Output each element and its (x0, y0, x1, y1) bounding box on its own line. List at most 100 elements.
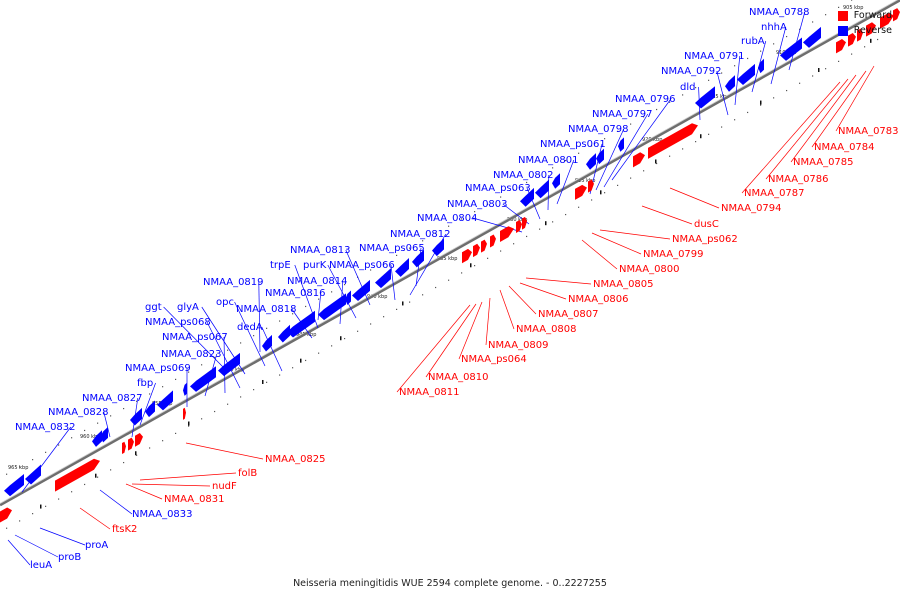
scale-dot (695, 87, 697, 89)
gene-label-proa[interactable]: proA (85, 540, 108, 551)
scale-dot (188, 425, 190, 427)
gene-label-nmaa-0827[interactable]: NMAA_0827 (82, 393, 143, 404)
gene-label-nmaa-0798[interactable]: NMAA_0798 (568, 124, 629, 135)
gene-label-nmaa-0792[interactable]: NMAA_0792 (661, 66, 722, 77)
gene-label-trpe[interactable]: trpE (270, 260, 291, 271)
gene-label-purk[interactable]: purK (303, 260, 327, 271)
gene-label-nmaa-0786[interactable]: NMAA_0786 (768, 174, 829, 185)
connector-line-reverse (14, 534, 59, 558)
gene-label-nmaa-0828[interactable]: NMAA_0828 (48, 407, 109, 418)
gene-label-nmaa-0816[interactable]: NMAA_0816 (265, 288, 326, 299)
scale-dot (656, 108, 658, 111)
connector-line-forward (79, 507, 111, 530)
gene-label-nmaa-0803[interactable]: NMAA_0803 (447, 199, 508, 210)
gene-label-dld[interactable]: dld (680, 82, 695, 93)
reverse-gene-arrow (100, 426, 108, 443)
scale-dot (786, 89, 788, 92)
scale-dot (305, 305, 307, 308)
gene-label-nmaa-0802[interactable]: NMAA_0802 (493, 170, 554, 181)
gene-label-nmaa-0832[interactable]: NMAA_0832 (15, 422, 76, 433)
gene-label-nmaa-0785[interactable]: NMAA_0785 (793, 157, 854, 168)
gene-label-nmaa-0799[interactable]: NMAA_0799 (643, 249, 704, 260)
gene-label-nmaa-ps068[interactable]: NMAA_ps068 (145, 317, 211, 328)
gene-label-prob[interactable]: proB (58, 552, 81, 563)
gene-label-nmaa-0823[interactable]: NMAA_0823 (161, 349, 222, 360)
gene-label-nmaa-ps064[interactable]: NMAA_ps064 (461, 354, 527, 365)
gene-label-nmaa-ps065[interactable]: NMAA_ps065 (359, 243, 425, 254)
gene-label-nmaa-0833[interactable]: NMAA_0833 (132, 509, 193, 520)
forward-gene-arrow (893, 8, 900, 22)
scale-dot (487, 257, 489, 259)
gene-label-nmaa-0804[interactable]: NMAA_0804 (417, 213, 478, 224)
gene-label-nmaa-0806[interactable]: NMAA_0806 (568, 294, 629, 305)
scale-dot (747, 57, 749, 60)
scale-dot (669, 155, 671, 157)
scale-dot (422, 294, 424, 296)
gene-label-nmaa-ps067[interactable]: NMAA_ps067 (162, 332, 228, 343)
gene-label-glya[interactable]: glyA (177, 302, 199, 313)
scale-dot (773, 97, 775, 99)
gene-label-opc[interactable]: opc (216, 297, 234, 308)
gene-label-fbp[interactable]: fbp (137, 378, 153, 389)
connector-line-reverse (139, 382, 156, 426)
legend-label-reverse: Reverse (853, 25, 892, 36)
reverse-gene-arrow (725, 75, 735, 92)
genome-caption: Neisseria meningitidis WUE 2594 complete… (293, 578, 607, 589)
gene-label-nmaa-0796[interactable]: NMAA_0796 (615, 94, 676, 105)
gene-label-nmaa-0807[interactable]: NMAA_0807 (538, 309, 599, 320)
gene-label-dusc[interactable]: dusC (694, 219, 719, 230)
feature-mark (402, 301, 404, 306)
gene-label-leua[interactable]: leuA (30, 560, 52, 571)
gene-label-nmaa-0794[interactable]: NMAA_0794 (721, 203, 782, 214)
scale-dot (604, 138, 606, 140)
gene-label-nmaa-0808[interactable]: NMAA_0808 (516, 324, 577, 335)
gene-label-nmaa-0805[interactable]: NMAA_0805 (593, 279, 654, 290)
gene-label-nmaa-ps062[interactable]: NMAA_ps062 (672, 234, 738, 245)
gene-label-nmaa-ps063[interactable]: NMAA_ps063 (465, 183, 531, 194)
gene-label-nmaa-0813[interactable]: NMAA_0813 (290, 245, 351, 256)
gene-label-ggt[interactable]: ggt (145, 302, 162, 313)
gene-label-nmaa-ps069[interactable]: NMAA_ps069 (125, 363, 191, 374)
connector-line-forward (599, 229, 671, 240)
gene-label-nmaa-0812[interactable]: NMAA_0812 (390, 229, 451, 240)
gene-label-nhha[interactable]: nhhA (761, 22, 787, 33)
gene-label-nmaa-0811[interactable]: NMAA_0811 (399, 387, 460, 398)
feature-mark (40, 504, 42, 509)
gene-label-nmaa-ps061[interactable]: NMAA_ps061 (540, 139, 606, 150)
gene-label-deda[interactable]: dedA (237, 322, 263, 333)
gene-label-nmaa-0809[interactable]: NMAA_0809 (488, 340, 549, 351)
scale-dot (19, 520, 21, 522)
gene-label-nmaa-0825[interactable]: NMAA_0825 (265, 454, 326, 465)
gene-label-nmaa-0783[interactable]: NMAA_0783 (838, 126, 899, 137)
gene-label-nmaa-0810[interactable]: NMAA_0810 (428, 372, 489, 383)
gene-label-folb[interactable]: folB (238, 468, 257, 479)
gene-label-nmaa-0818[interactable]: NMAA_0818 (236, 304, 297, 315)
gene-label-nmaa-0800[interactable]: NMAA_0800 (619, 264, 680, 275)
scale-dot (84, 429, 86, 432)
gene-label-ftsk2[interactable]: ftsK2 (112, 524, 137, 535)
gene-label-nmaa-ps066[interactable]: NMAA_ps066 (329, 260, 395, 271)
gene-label-nmaa-0787[interactable]: NMAA_0787 (744, 188, 805, 199)
reverse-gene-arrow (618, 137, 624, 152)
connector-line-forward (765, 78, 849, 180)
scale-dot (71, 491, 73, 493)
scale-dot (877, 38, 879, 41)
feature-mark (700, 134, 702, 139)
gene-label-nmaa-0797[interactable]: NMAA_0797 (592, 109, 653, 120)
connector-line-reverse (258, 281, 261, 353)
gene-label-nmaa-0788[interactable]: NMAA_0788 (749, 7, 810, 18)
feature-mark (188, 421, 190, 426)
gene-label-nmaa-0784[interactable]: NMAA_0784 (814, 142, 875, 153)
scale-dot (435, 232, 437, 235)
gene-label-nmaa-0801[interactable]: NMAA_0801 (518, 155, 579, 166)
genome-backbone-highlight (0, 0, 899, 504)
gene-label-nmaa-0819[interactable]: NMAA_0819 (203, 277, 264, 288)
gene-label-nmaa-0831[interactable]: NMAA_0831 (164, 494, 225, 505)
connector-line-forward (669, 187, 720, 209)
gene-label-ruba[interactable]: rubA (741, 36, 765, 47)
gene-label-nmaa-0791[interactable]: NMAA_0791 (684, 51, 745, 62)
reverse-gene-arrow (92, 430, 102, 447)
gene-label-nudf[interactable]: nudF (212, 481, 237, 492)
gene-label-nmaa-0814[interactable]: NMAA_0814 (287, 276, 348, 287)
scale-dot (461, 218, 463, 220)
